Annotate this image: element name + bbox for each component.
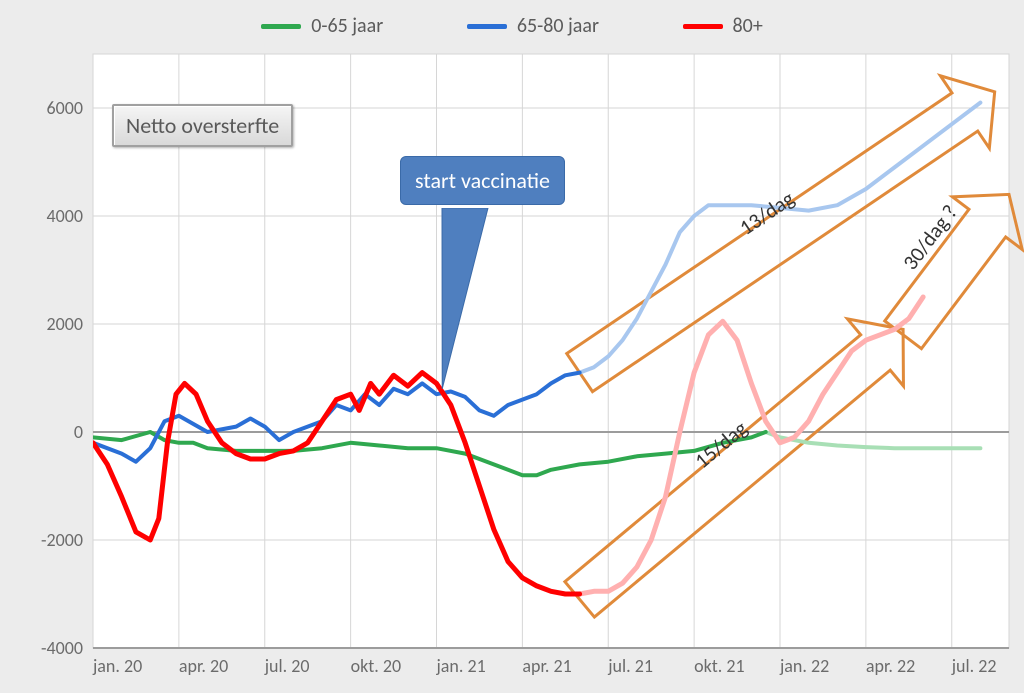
x-tick-label: jan. 21 (436, 655, 486, 677)
x-tick-label: okt. 20 (351, 655, 401, 677)
x-tick-label: apr. 22 (866, 655, 915, 677)
x-tick-label: jul. 20 (264, 655, 310, 677)
legend-label-2: 80+ (733, 14, 763, 38)
y-tick-label: 6000 (47, 97, 84, 119)
chart-title-box: Netto oversterfte (112, 104, 293, 147)
y-tick-label: -2000 (41, 529, 83, 551)
legend-swatch-1 (467, 24, 507, 29)
x-tick-label: jul. 22 (951, 655, 997, 677)
legend-swatch-2 (683, 24, 723, 29)
x-tick-label: jan. 20 (92, 655, 142, 677)
legend-swatch-0 (261, 24, 301, 29)
legend-item-2: 80+ (683, 14, 763, 38)
y-tick-label: 2000 (47, 313, 84, 335)
y-tick-label: 0 (74, 421, 83, 443)
chart-legend: 0-65 jaar 65-80 jaar 80+ (0, 14, 1024, 38)
vaccination-callout-tail (428, 208, 508, 399)
x-tick-label: okt. 21 (694, 655, 744, 677)
vaccination-callout-text: start vaccinatie (415, 167, 550, 194)
x-tick-label: apr. 20 (179, 655, 228, 677)
chart-title-text: Netto oversterfte (126, 112, 279, 139)
legend-item-0: 0-65 jaar (261, 14, 383, 38)
y-tick-label: -4000 (41, 637, 83, 659)
x-tick-label: jan. 22 (779, 655, 829, 677)
y-tick-label: 4000 (47, 205, 84, 227)
x-tick-label: jul. 21 (607, 655, 653, 677)
legend-label-0: 0-65 jaar (311, 14, 383, 38)
vaccination-callout: start vaccinatie (400, 156, 565, 205)
legend-label-1: 65-80 jaar (517, 14, 599, 38)
legend-item-1: 65-80 jaar (467, 14, 599, 38)
x-tick-label: apr. 21 (522, 655, 571, 677)
